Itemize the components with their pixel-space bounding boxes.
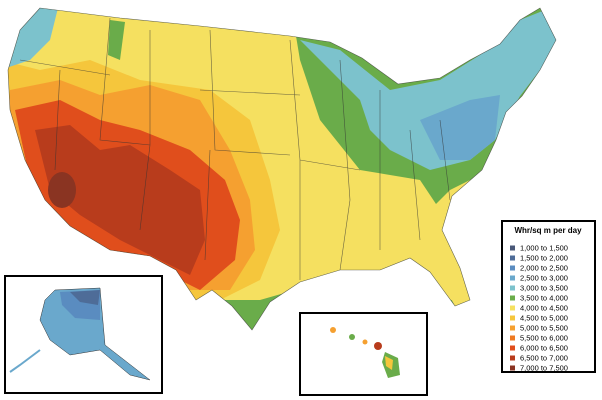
state-borders <box>19 17 451 280</box>
legend-swatch <box>510 265 515 271</box>
us-outline <box>7 7 557 331</box>
legend-box <box>501 220 596 373</box>
legend-swatch <box>510 255 515 261</box>
legend-label: 1,000 to 1,500 <box>520 244 568 253</box>
legend-label: 5,000 to 5,500 <box>520 324 568 333</box>
hawaii <box>330 327 400 378</box>
legend-label: 6,500 to 7,000 <box>520 354 568 363</box>
legend-swatch <box>510 365 515 371</box>
hawaii-inset <box>299 312 428 396</box>
legend-swatch <box>510 315 515 321</box>
legend-label: 1,500 to 2,000 <box>520 254 568 263</box>
legend-label: 3,000 to 3,500 <box>520 284 568 293</box>
legend-swatch <box>510 305 515 311</box>
legend-swatch <box>510 355 515 361</box>
legend-label: 4,000 to 4,500 <box>520 304 568 313</box>
legend-swatch <box>510 245 515 251</box>
legend-label: 5,500 to 6,000 <box>520 334 568 343</box>
legend-label: 3,500 to 4,000 <box>520 294 568 303</box>
legend-title: Whr/sq m per day <box>514 226 582 235</box>
legend-label: 2,000 to 2,500 <box>520 264 568 273</box>
aleutians <box>9 349 41 373</box>
legend-label: 4,500 to 5,000 <box>520 314 568 323</box>
legend-label: 7,000 to 7,500 <box>520 364 568 373</box>
legend-swatch <box>510 285 515 291</box>
alaska <box>39 287 151 381</box>
legend-label: 6,000 to 6,500 <box>520 344 568 353</box>
legend-label: 2,500 to 3,000 <box>520 274 568 283</box>
legend-swatch <box>510 275 515 281</box>
legend-swatch <box>510 325 515 331</box>
legend-swatch <box>510 295 515 301</box>
alaska-zone <box>70 290 100 305</box>
legend-swatch <box>510 335 515 341</box>
legend-swatch <box>510 345 515 351</box>
